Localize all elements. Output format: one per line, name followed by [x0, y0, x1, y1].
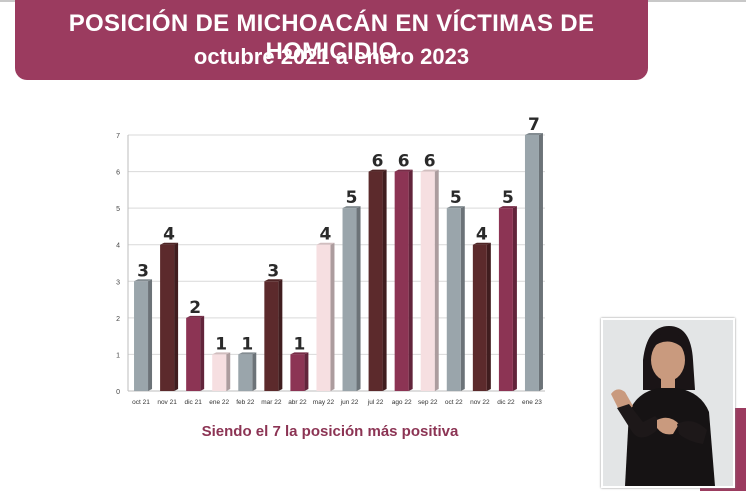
- bar-top: [472, 242, 491, 245]
- bar: [238, 354, 253, 391]
- data-label: 2: [189, 298, 201, 318]
- bar-side: [408, 169, 413, 391]
- data-label: 4: [320, 225, 332, 245]
- data-label: 6: [424, 152, 436, 172]
- data-label: 1: [293, 334, 305, 354]
- data-label: 4: [476, 225, 488, 245]
- data-label: 6: [372, 152, 384, 172]
- bar-side: [356, 206, 361, 391]
- interpreter-figure: [603, 320, 733, 486]
- bar-top: [316, 242, 335, 245]
- sign-language-interpreter-video: [601, 318, 735, 488]
- data-label: 5: [502, 188, 514, 208]
- data-label: 7: [528, 115, 540, 135]
- x-tick-label: oct 21: [132, 399, 150, 406]
- y-tick-label: 3: [116, 279, 120, 286]
- bar-side: [382, 169, 387, 391]
- chart-title: POSICIÓN DE MICHOACÁN EN VÍCTIMAS DE HOM…: [68, 10, 595, 65]
- bar: [212, 354, 227, 391]
- x-tick-label: dic 21: [184, 399, 202, 406]
- bar: [186, 317, 201, 391]
- bar: [446, 208, 461, 391]
- data-label: 5: [346, 188, 358, 208]
- y-tick-label: 7: [116, 133, 120, 140]
- bar-side: [304, 352, 309, 391]
- bar: [290, 354, 305, 391]
- x-tick-label: nov 22: [470, 399, 490, 406]
- bar-side: [226, 352, 231, 391]
- x-tick-label: sep 22: [418, 399, 438, 406]
- bar-top: [420, 169, 439, 172]
- bar: [420, 171, 435, 391]
- data-label: 6: [398, 152, 410, 172]
- bar-top: [342, 206, 361, 209]
- bar-side: [538, 133, 543, 391]
- bar: [498, 208, 513, 391]
- y-tick-label: 6: [116, 170, 120, 177]
- y-tick-label: 0: [116, 389, 120, 396]
- data-label: 3: [137, 261, 149, 281]
- bar-side: [512, 206, 517, 391]
- x-tick-label: jun 22: [340, 399, 359, 406]
- bar-top: [524, 133, 543, 135]
- x-tick-label: ene 23: [522, 399, 542, 406]
- bar: [264, 281, 279, 391]
- x-tick-label: nov 21: [157, 399, 177, 406]
- bar: [368, 171, 383, 391]
- bar: [134, 281, 149, 391]
- bar-side: [330, 242, 335, 391]
- x-tick-label: may 22: [313, 399, 335, 406]
- bar: [524, 135, 539, 391]
- data-label: 1: [215, 334, 227, 354]
- bar-side: [252, 352, 257, 391]
- bar-side: [434, 169, 439, 391]
- bar-side: [148, 279, 153, 391]
- data-label: 3: [267, 261, 279, 281]
- y-tick-label: 5: [116, 206, 120, 213]
- bar-side: [486, 242, 491, 391]
- bar-top: [394, 169, 413, 172]
- title-banner: POSICIÓN DE MICHOACÁN EN VÍCTIMAS DE HOM…: [15, 0, 648, 80]
- bar: [316, 244, 331, 391]
- data-label: 4: [163, 225, 175, 245]
- chart-subtitle: octubre 2021 a enero 2023: [193, 44, 470, 69]
- bar-top: [238, 352, 257, 355]
- y-tick-label: 1: [116, 352, 120, 359]
- bar-top: [134, 279, 153, 282]
- y-tick-label: 4: [116, 243, 120, 250]
- x-tick-label: feb 22: [236, 399, 254, 406]
- x-tick-label: abr 22: [288, 399, 307, 406]
- chart-caption: Siendo el 7 la posición más positiva: [201, 423, 459, 440]
- x-tick-label: ene 22: [209, 399, 229, 406]
- bar-side: [278, 279, 283, 391]
- x-tick-label: oct 22: [445, 399, 463, 406]
- bar-top: [264, 279, 283, 282]
- x-tick-label: jul 22: [367, 399, 384, 406]
- x-tick-label: ago 22: [392, 399, 412, 406]
- y-tick-label: 2: [116, 316, 120, 323]
- x-tick-label: mar 22: [261, 399, 282, 406]
- bar-top: [446, 206, 465, 209]
- bar-top: [186, 315, 205, 318]
- bar: [472, 244, 487, 391]
- bar: [160, 244, 175, 391]
- bar-side: [460, 206, 465, 391]
- bar-top: [498, 206, 517, 209]
- bar-side: [200, 315, 205, 391]
- bar-top: [212, 352, 231, 355]
- bar: [342, 208, 357, 391]
- bar: [394, 171, 409, 391]
- bar-top: [290, 352, 309, 355]
- bar-top: [368, 169, 387, 172]
- data-label: 5: [450, 188, 462, 208]
- data-label: 1: [241, 334, 253, 354]
- x-tick-label: dic 22: [497, 399, 515, 406]
- bar-top: [160, 242, 179, 245]
- bar-side: [174, 242, 179, 391]
